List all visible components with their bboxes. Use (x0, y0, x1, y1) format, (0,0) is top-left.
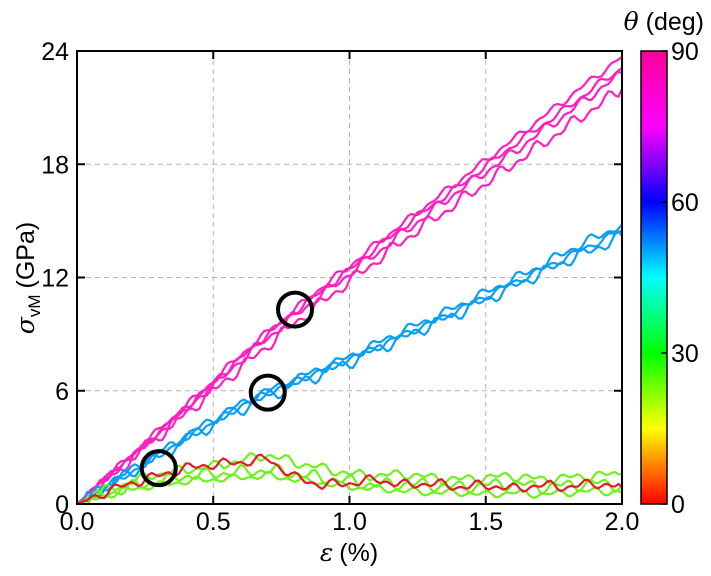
series-line (77, 67, 622, 504)
annotation-circle (276, 290, 314, 329)
series-line (77, 223, 622, 504)
y-tick-label: 12 (41, 265, 69, 293)
x-axis-label: ε (%) (320, 538, 378, 567)
colorbar-ticks: 0 30 60 90 (661, 38, 699, 519)
annotation-circle (248, 373, 287, 412)
series-line (77, 88, 622, 504)
y-tick-label: 6 (55, 378, 69, 406)
y-axis-label: σvM(GPa) (11, 222, 44, 334)
colorbar-tick-label: 0 (671, 491, 685, 519)
y-tick-label: 18 (41, 151, 69, 179)
colorbar (640, 50, 668, 505)
series-line (77, 453, 622, 504)
colorbar-tick-label: 90 (671, 38, 699, 66)
y-tick-label: 24 (41, 38, 69, 66)
x-tick-label: 1.5 (468, 508, 503, 536)
tick-group: 0.0 0.5 1.0 1.5 2.0 0 6 12 18 24 (41, 38, 639, 536)
colorbar-title: θ (deg) (624, 7, 704, 36)
x-tick-label: 2.0 (605, 508, 640, 536)
colorbar-tick-label: 30 (671, 340, 699, 368)
series-group (77, 55, 622, 504)
colorbar-tick-label: 60 (671, 189, 699, 217)
annotation-circle (139, 449, 178, 488)
annotation-group (139, 290, 314, 488)
y-tick-label: 0 (55, 491, 69, 519)
x-tick-label: 0.0 (60, 508, 95, 536)
series-line (77, 229, 622, 504)
x-tick-label: 0.5 (196, 508, 231, 536)
x-tick-label: 1.0 (332, 508, 367, 536)
